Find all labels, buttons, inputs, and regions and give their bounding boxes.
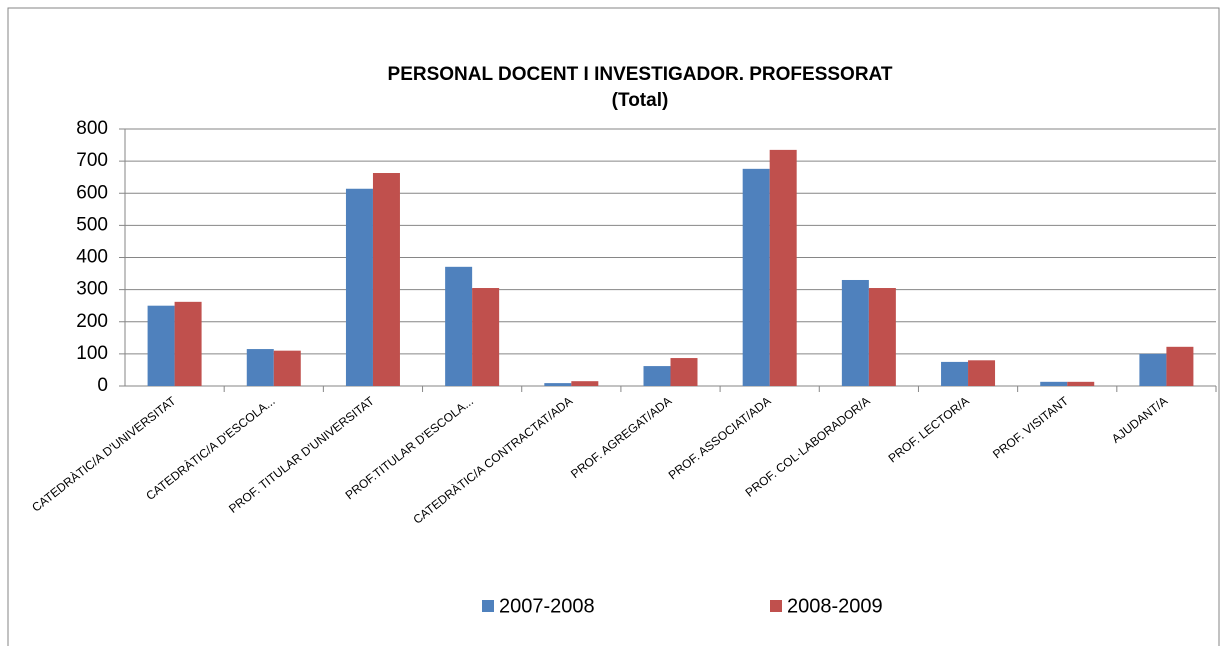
legend-label: 2007-2008 (499, 595, 595, 617)
chart-frame (7, 7, 1220, 646)
y-tick-label: 800 (76, 118, 108, 139)
x-tick-label: PROF. AGREGAT/ADA (568, 394, 674, 481)
bar (1067, 381, 1095, 386)
x-tick-label: CATEDRÀTIC/A CONTRACTAT/ADA (410, 393, 575, 527)
bar (147, 305, 175, 386)
x-tick-label: PROF. LECTOR/A (886, 394, 972, 466)
bar (941, 361, 969, 386)
x-tick-label: AJUDANT/A (1109, 394, 1170, 446)
chart-title: PERSONAL DOCENT I INVESTIGADOR. PROFESSO… (388, 64, 893, 85)
y-tick-label: 600 (76, 182, 108, 203)
bar (670, 358, 698, 386)
bar (1040, 381, 1068, 386)
bar (544, 383, 572, 386)
y-tick-label: 400 (76, 247, 108, 268)
chart-subtitle: (Total) (612, 90, 669, 111)
bar (246, 349, 274, 386)
legend-label: 2008-2009 (787, 595, 883, 617)
bar (742, 168, 770, 386)
bar (273, 350, 301, 386)
bar (472, 288, 500, 386)
bar (345, 188, 373, 386)
x-tick-label: PROF. VISITANT (990, 393, 1071, 461)
bar (372, 173, 400, 386)
bar (445, 266, 473, 386)
bar (868, 288, 896, 386)
x-tick-label: PROF. ASSOCIAT/ADA (666, 394, 774, 482)
bar (174, 301, 202, 386)
y-tick-label: 700 (76, 150, 108, 171)
bar (1139, 353, 1167, 386)
bar (841, 279, 869, 386)
bar (571, 381, 599, 386)
bar (769, 149, 797, 386)
y-tick-label: 300 (76, 279, 108, 300)
y-tick-label: 500 (76, 214, 108, 235)
bar (643, 366, 671, 386)
legend-swatch (482, 600, 494, 612)
y-tick-label: 200 (76, 311, 108, 332)
legend-swatch (770, 600, 782, 612)
bar (1166, 346, 1194, 386)
y-tick-label: 100 (76, 343, 108, 364)
y-tick-label: 0 (97, 375, 108, 396)
bar (968, 360, 996, 386)
